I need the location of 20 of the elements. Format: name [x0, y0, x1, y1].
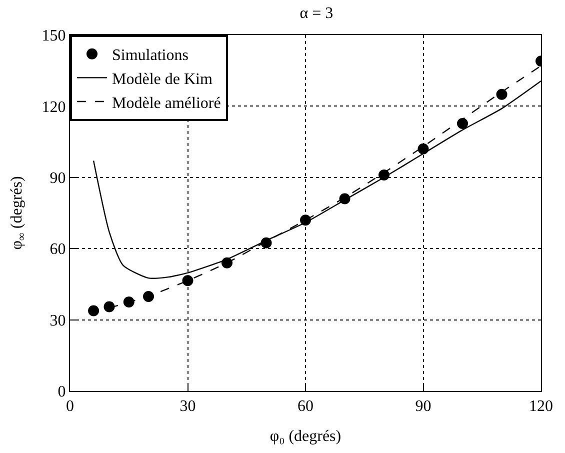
- point: [88, 305, 100, 316]
- chart-title: α = 3: [300, 4, 334, 22]
- x-tick-label: 60: [298, 398, 314, 416]
- y-tick-label: 0: [58, 384, 66, 401]
- point: [182, 275, 194, 286]
- y-tick-label: 30: [50, 312, 66, 330]
- x-tick-label: 90: [415, 398, 432, 416]
- point: [496, 88, 508, 100]
- x-axis-title: φ₀ (degrés): [270, 428, 342, 445]
- x-tick-label: 120: [529, 398, 553, 416]
- point: [123, 296, 134, 308]
- legend-label: Simulations: [112, 47, 188, 64]
- y-tick-label: 150: [42, 28, 66, 45]
- point: [104, 301, 115, 312]
- y-tick-label: 90: [50, 170, 66, 187]
- y-tick-label: 60: [50, 241, 66, 258]
- y-tick-label: 120: [42, 98, 66, 116]
- x-tick-label: 30: [180, 398, 196, 416]
- legend-label: Modèle amélioré: [112, 94, 221, 112]
- legend-label: Modèle de Kim: [112, 70, 213, 88]
